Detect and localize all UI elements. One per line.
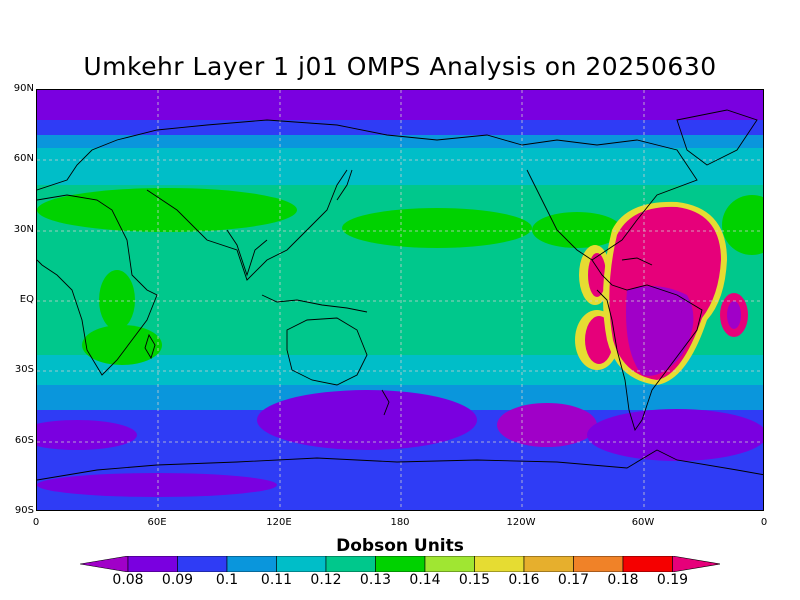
colorbar-arrow-high xyxy=(672,556,720,572)
x-tick-label: 0 xyxy=(760,517,768,528)
map-title: Umkehr Layer 1 j01 OMPS Analysis on 2025… xyxy=(83,52,717,81)
green-region-atlantic xyxy=(722,195,763,255)
y-tick-label: 30S xyxy=(14,364,34,375)
colorbar-tick-label: 0.15 xyxy=(458,572,491,588)
x-tick-label: 180 xyxy=(390,517,410,528)
colorbar-tick-label: 0.18 xyxy=(607,572,639,588)
x-tick-label: 60E xyxy=(147,517,167,528)
green-region-east-africa xyxy=(99,270,135,330)
x-tick-label: 60W xyxy=(631,517,655,528)
y-tick-label: 30N xyxy=(13,224,34,235)
y-tick-label: 60N xyxy=(13,153,34,164)
colorbar-tick-label: 0.13 xyxy=(359,572,392,588)
colorbar-tick-label: 0.1 xyxy=(215,572,239,588)
green-region-south-africa xyxy=(82,325,162,365)
purple-south-3 xyxy=(497,403,597,447)
y-tick-label: 90N xyxy=(13,83,34,94)
colorbar-swatch xyxy=(127,556,178,572)
band-north-cyan xyxy=(37,148,763,188)
green-region-america xyxy=(532,212,622,248)
purple-antarctic xyxy=(37,473,277,497)
anomaly-magenta-caribbean xyxy=(588,253,606,297)
colorbar-swatch xyxy=(622,556,673,572)
colorbar-swatch xyxy=(573,556,624,572)
colorbar-swatch xyxy=(474,556,525,572)
colorbar-tick-label: 0.17 xyxy=(557,572,590,588)
green-region-africa-asia xyxy=(37,188,297,232)
anomaly-purple-core xyxy=(626,286,694,376)
x-tick-label: 120E xyxy=(266,517,292,528)
colorbar-tick-label: 0.08 xyxy=(112,572,144,588)
y-tick-label: EQ xyxy=(19,294,34,305)
ozone-map xyxy=(36,89,764,511)
x-tick-label: 120W xyxy=(506,517,536,528)
colorbar-swatch xyxy=(523,556,574,572)
coastlines xyxy=(37,109,763,481)
colorbar-swatch xyxy=(177,556,228,572)
colorbar-tick-label: 0.11 xyxy=(260,572,293,588)
purple-south-2 xyxy=(257,390,477,450)
green-region-pacific xyxy=(342,208,532,248)
purple-south-4 xyxy=(587,409,763,461)
colorbar-tick-label: 0.09 xyxy=(161,572,194,588)
colorbar-tick-label: 0.12 xyxy=(310,572,342,588)
colorbar-units-label: Dobson Units xyxy=(336,536,464,556)
colorbar-arrow-low xyxy=(80,556,129,572)
colorbar xyxy=(80,556,720,572)
colorbar-swatch xyxy=(276,556,327,572)
colorbar-swatch xyxy=(226,556,277,572)
x-tick-label: 0 xyxy=(32,517,40,528)
colorbar-tick-label: 0.14 xyxy=(409,572,441,588)
colorbar-swatch xyxy=(424,556,475,572)
purple-south-1 xyxy=(37,420,137,450)
ozone-field-svg xyxy=(37,90,763,510)
y-tick-label: 90S xyxy=(14,505,34,516)
y-tick-label: 60S xyxy=(14,435,34,446)
colorbar-swatch xyxy=(375,556,426,572)
colorbar-swatch xyxy=(325,556,376,572)
colorbar-tick-label: 0.16 xyxy=(508,572,540,588)
colorbar-tick-label: 0.19 xyxy=(656,572,689,588)
graticule xyxy=(37,90,763,510)
